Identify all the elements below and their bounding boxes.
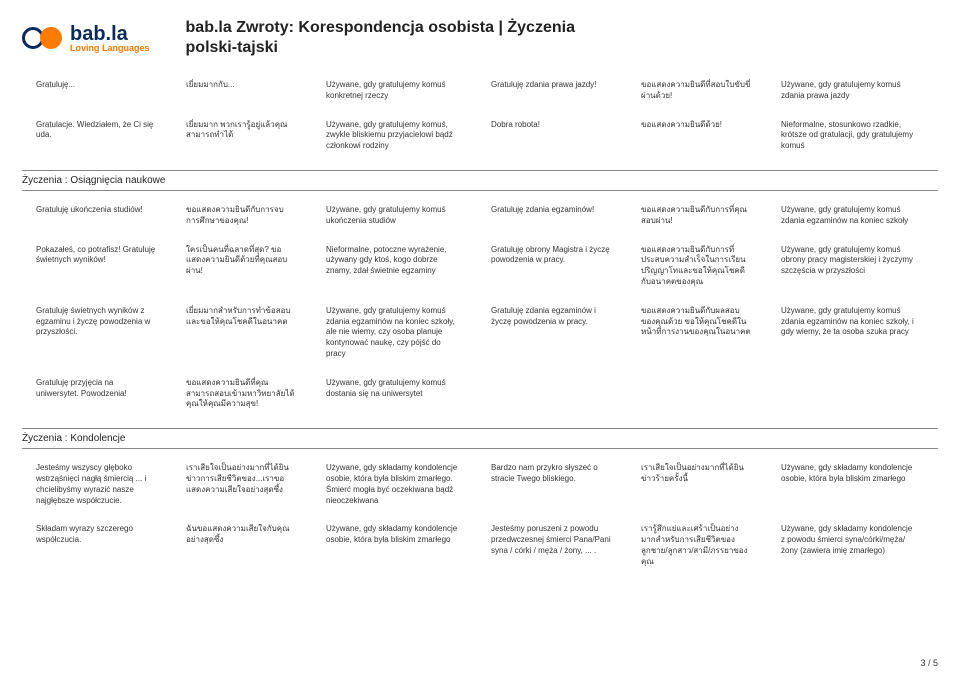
section-title-condolences: Życzenia : Kondolencje	[22, 428, 938, 449]
cell-th: ขอแสดงความยินดีที่สอบใบขับขี่ผ่านด้วย!	[641, 80, 751, 102]
cell-th: เราเสียใจเป็นอย่างมากที่ได้ยินข่าวการเสี…	[186, 463, 296, 506]
toprows: Gratuluję... เยี่ยมมากกับ... Używane, gd…	[22, 80, 938, 152]
cell-pl: Bardzo nam przykro słyszeć o stracie Twe…	[491, 463, 611, 506]
cell-pl: Jesteśmy poruszeni z powodu przedwczesne…	[491, 524, 611, 567]
phrase-row: Jesteśmy wszyscy głęboko wstrząśnięci na…	[36, 463, 938, 506]
phrase-row: Składam wyrazy szczerego współczucia. ฉั…	[36, 524, 938, 567]
cell-th: เยี่ยมมากสำหรับการทำข้อสอบและขอให้คุณโชค…	[186, 306, 296, 360]
cell-pl: Gratulacje. Wiedziałem, że Ci się uda.	[36, 120, 156, 152]
logo-mark	[22, 27, 62, 49]
cell-pl: Składam wyrazy szczerego współczucia.	[36, 524, 156, 567]
brand-name: bab.la	[70, 24, 150, 44]
phrase-row: Gratuluję... เยี่ยมมากกับ... Używane, gd…	[36, 80, 938, 102]
title-line-2: polski-tajski	[186, 38, 575, 58]
cell-pl: Jesteśmy wszyscy głęboko wstrząśnięci na…	[36, 463, 156, 506]
cell-usage: Używane, gdy gratulujemy komuś dostania …	[326, 378, 461, 410]
title-line-1: bab.la Zwroty: Korespondencja osobista |…	[186, 18, 575, 38]
logo-dot-filled	[40, 27, 62, 49]
cell-th: ขอแสดงความยินดีกับการที่คุณสอบผ่าน!	[641, 205, 751, 227]
cell-th: เยี่ยมมาก พวกเรารู้อยู่แล้วคุณสามารถทำได…	[186, 120, 296, 152]
cell-usage: Używane, gdy składamy kondolencje osobie…	[781, 463, 916, 506]
cell-pl: Gratuluję świetnych wyników z egzaminu i…	[36, 306, 156, 360]
cell-pl: Pokazałeś, co potrafisz! Gratuluję świet…	[36, 245, 156, 288]
cell-pl: Gratuluję zdania egzaminów!	[491, 205, 611, 227]
cell-usage: Używane, gdy gratulujemy komuś zdania eg…	[326, 306, 461, 360]
cell-pl: Gratuluję...	[36, 80, 156, 102]
cell-th: ขอแสดงความยินดีด้วย!	[641, 120, 751, 152]
phrase-row: Gratuluję przyjęcia na uniwersytet. Powo…	[36, 378, 938, 410]
cell-pl: Gratuluję obrony Magistra i życzę powodz…	[491, 245, 611, 288]
cell-usage: Nieformalne, stosunkowo rzadkie, krótsze…	[781, 120, 916, 152]
cell-th: ใครเป็นคนที่ฉลาดที่สุด? ขอแสดงความยินดีด…	[186, 245, 296, 288]
page-title: bab.la Zwroty: Korespondencja osobista |…	[186, 18, 575, 58]
cell-pl: Dobra robota!	[491, 120, 611, 152]
cell-usage: Używane, gdy składamy kondolencje z powo…	[781, 524, 916, 567]
section-title-achievements: Życzenia : Osiągnięcia naukowe	[22, 170, 938, 191]
phrase-row: Pokazałeś, co potrafisz! Gratuluję świet…	[36, 245, 938, 288]
cell-usage: Używane, gdy składamy kondolencje osobie…	[326, 524, 461, 567]
cell-pl: Gratuluję zdania egzaminów i życzę powod…	[491, 306, 611, 360]
cell-usage	[781, 378, 916, 410]
cell-usage: Używane, gdy gratulujemy komuś, zwykle b…	[326, 120, 461, 152]
cell-th: ขอแสดงความยินดีกับการจบการศึกษาของคุณ!	[186, 205, 296, 227]
logo: bab.la Loving Languages	[22, 24, 150, 53]
page-header: bab.la Loving Languages bab.la Zwroty: K…	[22, 18, 938, 58]
cell-usage: Używane, gdy gratulujemy komuś zdania pr…	[781, 80, 916, 102]
cell-usage: Nieformalne, potoczne wyrażenie, używany…	[326, 245, 461, 288]
cell-pl: Gratuluję zdania prawa jazdy!	[491, 80, 611, 102]
cell-usage: Używane, gdy gratulujemy komuś zdania eg…	[781, 306, 916, 360]
phrase-row: Gratulacje. Wiedziałem, że Ci się uda. เ…	[36, 120, 938, 152]
page-number: 3 / 5	[920, 658, 938, 668]
phrase-row: Gratuluję ukończenia studiów! ขอแสดงความ…	[36, 205, 938, 227]
cell-th: เราเสียใจเป็นอย่างมากที่ได้ยินข่าวร้ายคร…	[641, 463, 751, 506]
cell-pl: Gratuluję ukończenia studiów!	[36, 205, 156, 227]
section-1-rows: Gratuluję ukończenia studiów! ขอแสดงความ…	[22, 205, 938, 410]
cell-th: ขอแสดงความยินดีกับการที่ประสบความสำเร็จใ…	[641, 245, 751, 288]
brand-tagline: Loving Languages	[70, 44, 150, 53]
section-2-rows: Jesteśmy wszyscy głęboko wstrząśnięci na…	[22, 463, 938, 567]
cell-th: เรารู้สึกแย่และเศร้าเป็นอย่างมากสำหรับกา…	[641, 524, 751, 567]
cell-pl: Gratuluję przyjęcia na uniwersytet. Powo…	[36, 378, 156, 410]
cell-usage: Używane, gdy gratulujemy komuś konkretne…	[326, 80, 461, 102]
phrase-row: Gratuluję świetnych wyników z egzaminu i…	[36, 306, 938, 360]
cell-th	[641, 378, 751, 410]
cell-usage: Używane, gdy gratulujemy komuś obrony pr…	[781, 245, 916, 288]
cell-pl	[491, 378, 611, 410]
cell-usage: Używane, gdy gratulujemy komuś ukończeni…	[326, 205, 461, 227]
cell-th: ขอแสดงความยินดีกับผลสอบของคุณด้วย ขอให้ค…	[641, 306, 751, 360]
cell-th: ขอแสดงความยินดีที่คุณสามารถสอบเข้ามหาวิท…	[186, 378, 296, 410]
cell-usage: Używane, gdy gratulujemy komuś zdania eg…	[781, 205, 916, 227]
cell-th: เยี่ยมมากกับ...	[186, 80, 296, 102]
logo-text: bab.la Loving Languages	[70, 24, 150, 53]
cell-usage: Używane, gdy składamy kondolencje osobie…	[326, 463, 461, 506]
cell-th: ฉันขอแสดงความเสียใจกับคุณอย่างสุดซึ้ง	[186, 524, 296, 567]
